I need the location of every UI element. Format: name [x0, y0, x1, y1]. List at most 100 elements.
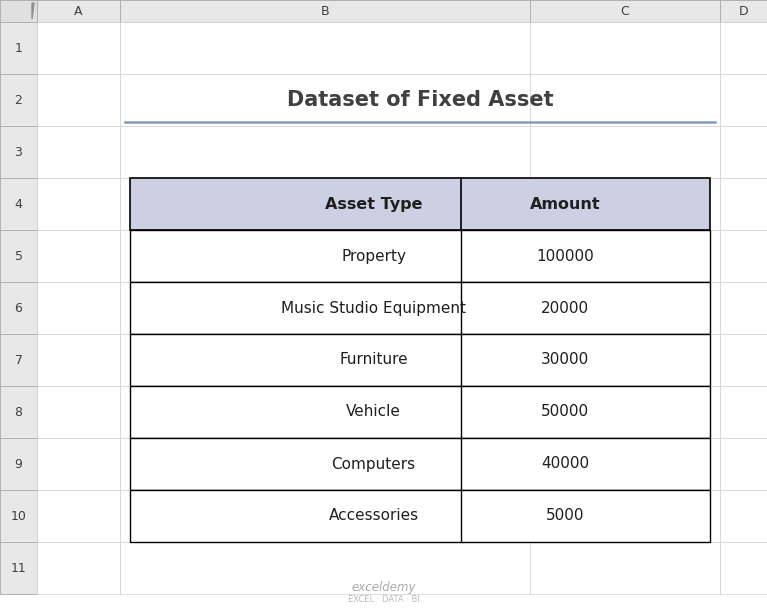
- Bar: [120, 230, 530, 282]
- Bar: [37, 542, 120, 594]
- Text: B: B: [321, 4, 329, 18]
- Text: EXCEL · DATA · BI: EXCEL · DATA · BI: [347, 594, 420, 604]
- Bar: [37, 0, 120, 22]
- Text: D: D: [739, 4, 749, 18]
- Bar: [530, 386, 720, 438]
- Text: 5000: 5000: [546, 508, 584, 524]
- Bar: [0, 542, 37, 594]
- Bar: [720, 126, 767, 178]
- Bar: [37, 438, 120, 490]
- Bar: [720, 438, 767, 490]
- Text: 1: 1: [15, 42, 22, 55]
- Bar: [720, 22, 767, 74]
- Text: Vehicle: Vehicle: [346, 405, 401, 419]
- Bar: [37, 74, 120, 126]
- Bar: [120, 490, 530, 542]
- Bar: [0, 178, 37, 230]
- Text: 8: 8: [15, 405, 22, 419]
- Text: 2: 2: [15, 93, 22, 106]
- Text: Property: Property: [341, 249, 406, 263]
- Bar: [0, 0, 37, 22]
- Text: Dataset of Fixed Asset: Dataset of Fixed Asset: [287, 90, 553, 110]
- Bar: [720, 334, 767, 386]
- Bar: [0, 438, 37, 490]
- Bar: [530, 0, 720, 22]
- Bar: [120, 542, 530, 594]
- Bar: [530, 178, 720, 230]
- Bar: [37, 282, 120, 334]
- Bar: [530, 282, 720, 334]
- Text: 40000: 40000: [541, 456, 589, 472]
- Bar: [120, 22, 530, 74]
- Text: 30000: 30000: [541, 352, 589, 368]
- Text: Accessories: Accessories: [328, 508, 419, 524]
- Bar: [37, 126, 120, 178]
- Text: 20000: 20000: [541, 300, 589, 316]
- Bar: [120, 0, 530, 22]
- Polygon shape: [32, 3, 34, 19]
- Bar: [120, 178, 530, 230]
- Bar: [0, 0, 767, 22]
- Bar: [0, 334, 37, 386]
- Bar: [130, 386, 710, 438]
- Bar: [0, 22, 37, 74]
- Text: C: C: [621, 4, 630, 18]
- Bar: [720, 178, 767, 230]
- Text: 9: 9: [15, 457, 22, 470]
- Text: 11: 11: [11, 561, 26, 575]
- Text: Music Studio Equipment: Music Studio Equipment: [281, 300, 466, 316]
- Bar: [120, 282, 530, 334]
- Text: A: A: [74, 4, 83, 18]
- Bar: [0, 126, 37, 178]
- Bar: [120, 126, 530, 178]
- Text: 3: 3: [15, 146, 22, 158]
- Text: Computers: Computers: [331, 456, 416, 472]
- Text: Asset Type: Asset Type: [325, 196, 423, 211]
- Bar: [530, 438, 720, 490]
- Bar: [530, 230, 720, 282]
- Bar: [530, 126, 720, 178]
- Bar: [720, 490, 767, 542]
- Bar: [0, 230, 37, 282]
- Bar: [37, 490, 120, 542]
- Bar: [37, 22, 120, 74]
- Bar: [130, 334, 710, 386]
- Bar: [130, 178, 710, 230]
- Bar: [120, 386, 530, 438]
- Bar: [37, 230, 120, 282]
- Bar: [530, 490, 720, 542]
- Bar: [120, 74, 530, 126]
- Bar: [0, 490, 37, 542]
- Text: exceldemy: exceldemy: [351, 581, 416, 594]
- Bar: [720, 74, 767, 126]
- Bar: [0, 74, 37, 126]
- Bar: [530, 22, 720, 74]
- Bar: [720, 542, 767, 594]
- Bar: [0, 282, 37, 334]
- Bar: [720, 0, 767, 22]
- Bar: [720, 282, 767, 334]
- Bar: [530, 74, 720, 126]
- Bar: [0, 386, 37, 438]
- Text: 5: 5: [15, 249, 22, 263]
- Bar: [120, 334, 530, 386]
- Text: Amount: Amount: [530, 196, 601, 211]
- Bar: [130, 490, 710, 542]
- Bar: [130, 438, 710, 490]
- Bar: [130, 230, 710, 282]
- Text: 50000: 50000: [541, 405, 589, 419]
- Text: 7: 7: [15, 354, 22, 367]
- Bar: [37, 334, 120, 386]
- Text: 10: 10: [11, 510, 26, 523]
- Text: 6: 6: [15, 301, 22, 314]
- Bar: [37, 178, 120, 230]
- Text: 100000: 100000: [536, 249, 594, 263]
- Bar: [130, 282, 710, 334]
- Bar: [530, 334, 720, 386]
- Bar: [720, 386, 767, 438]
- Bar: [530, 542, 720, 594]
- Bar: [120, 438, 530, 490]
- Text: 4: 4: [15, 198, 22, 211]
- Text: Furniture: Furniture: [339, 352, 408, 368]
- Bar: [720, 230, 767, 282]
